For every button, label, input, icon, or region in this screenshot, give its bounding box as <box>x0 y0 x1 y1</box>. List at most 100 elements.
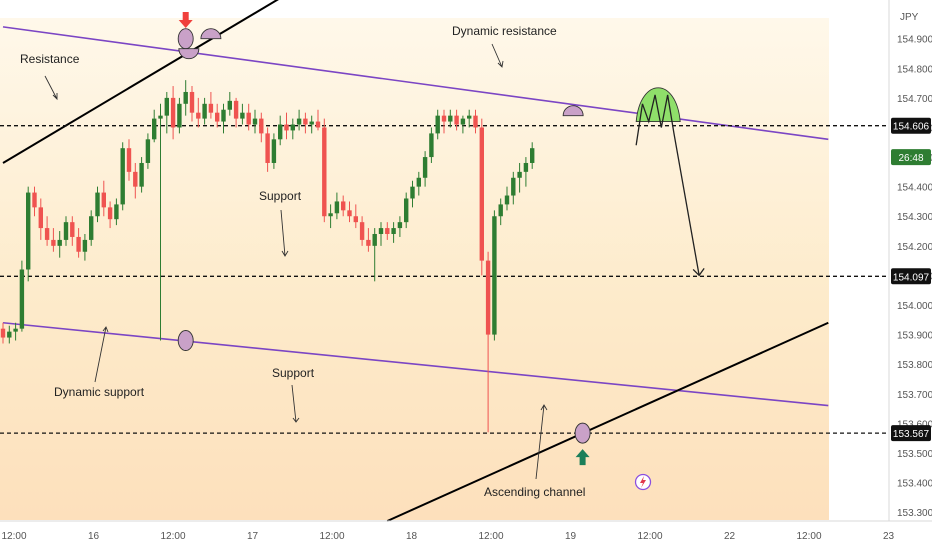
candle <box>397 216 403 237</box>
candle-body <box>303 118 308 125</box>
label-support-lower: Support <box>272 366 315 380</box>
candle <box>145 133 151 169</box>
candle <box>448 109 453 128</box>
candle-body <box>44 228 50 240</box>
price-tag-label: 154.097 <box>893 272 930 283</box>
candle <box>284 112 289 140</box>
candle <box>410 180 415 208</box>
candle-body <box>290 124 295 131</box>
candle <box>366 228 371 252</box>
lightning-icon[interactable] <box>634 473 652 491</box>
candle <box>26 186 31 282</box>
candle <box>183 80 188 116</box>
x-tick-label: 22 <box>724 531 736 542</box>
candle <box>530 142 535 169</box>
candle-body <box>353 216 358 223</box>
arrow-ascending-channel <box>535 404 548 480</box>
candle <box>19 260 25 332</box>
candle <box>158 103 163 341</box>
y-tick-label: 153.300 <box>897 508 932 519</box>
candle <box>334 192 340 220</box>
y-tick-label: 153.700 <box>897 390 932 401</box>
y-tick-label: 153.500 <box>897 449 932 460</box>
markers <box>177 12 705 466</box>
candle-body <box>322 127 327 217</box>
candle-body <box>366 239 371 246</box>
candle <box>126 139 132 181</box>
candle-body <box>391 228 396 234</box>
candle-body <box>202 103 207 119</box>
projection-arrowhead <box>692 268 705 277</box>
candle <box>82 233 88 261</box>
candle-body <box>259 118 264 134</box>
candle <box>385 222 390 240</box>
candle <box>114 198 119 226</box>
arrow-dynamic-support <box>94 326 109 383</box>
candle-body <box>372 233 377 246</box>
candle-body <box>145 139 151 163</box>
candle <box>208 91 214 119</box>
target-dome <box>635 87 681 123</box>
candle-body <box>385 228 390 234</box>
candle <box>498 198 503 226</box>
candle-body <box>479 127 484 261</box>
candle-body <box>498 204 503 217</box>
candle <box>454 109 459 131</box>
annotations: Resistance Dynamic resistance Support Su… <box>20 24 585 499</box>
candle-body <box>221 109 226 122</box>
candle-body <box>57 239 62 246</box>
candle <box>290 118 295 140</box>
price-tag-bg <box>891 268 931 285</box>
candle-body <box>416 177 421 187</box>
x-tick-label: 16 <box>88 531 100 542</box>
candle-body <box>240 112 245 119</box>
candle <box>278 115 283 146</box>
candle <box>76 228 81 258</box>
candle-body <box>530 148 535 163</box>
candle-body <box>114 204 119 220</box>
arrow-dynamic-resistance <box>491 43 504 68</box>
candle <box>492 210 497 341</box>
current-price-label: 26:48 <box>898 153 923 164</box>
candle-body <box>0 328 6 338</box>
candle-body <box>492 216 497 335</box>
candle-body <box>265 133 270 163</box>
candle-body <box>359 222 365 240</box>
x-tick-label: 12:00 <box>1 531 26 542</box>
price-tag-label: 153.567 <box>893 429 930 440</box>
candle-body <box>378 228 384 234</box>
candle <box>7 325 12 344</box>
candle-body <box>51 239 56 246</box>
candle <box>51 228 56 252</box>
candle-body <box>215 112 220 122</box>
price-tag-bg <box>891 425 931 442</box>
candle-body <box>252 118 258 125</box>
candle-body <box>271 139 277 163</box>
overlay-lines <box>2 0 829 522</box>
candle-body <box>511 177 516 196</box>
touch-marker-top <box>177 28 194 50</box>
candle-body <box>183 91 188 104</box>
candle-body <box>315 121 321 128</box>
ascending-channel-line <box>386 321 829 522</box>
candle <box>120 142 125 211</box>
candle <box>404 192 409 229</box>
candle <box>416 171 421 196</box>
candle <box>473 109 478 134</box>
candle-body <box>467 115 472 119</box>
candle <box>215 103 220 128</box>
candle-body <box>435 115 440 134</box>
candle <box>32 186 37 217</box>
candle <box>13 322 18 341</box>
candle <box>359 216 365 246</box>
candle-body <box>7 331 12 338</box>
candle <box>70 216 75 246</box>
candle-body <box>13 328 18 332</box>
candle <box>189 86 195 122</box>
price-tag-bg <box>891 117 931 134</box>
candle-body <box>473 115 478 128</box>
support-highlight <box>178 48 200 60</box>
candle-body <box>38 207 43 229</box>
candle <box>391 222 396 243</box>
